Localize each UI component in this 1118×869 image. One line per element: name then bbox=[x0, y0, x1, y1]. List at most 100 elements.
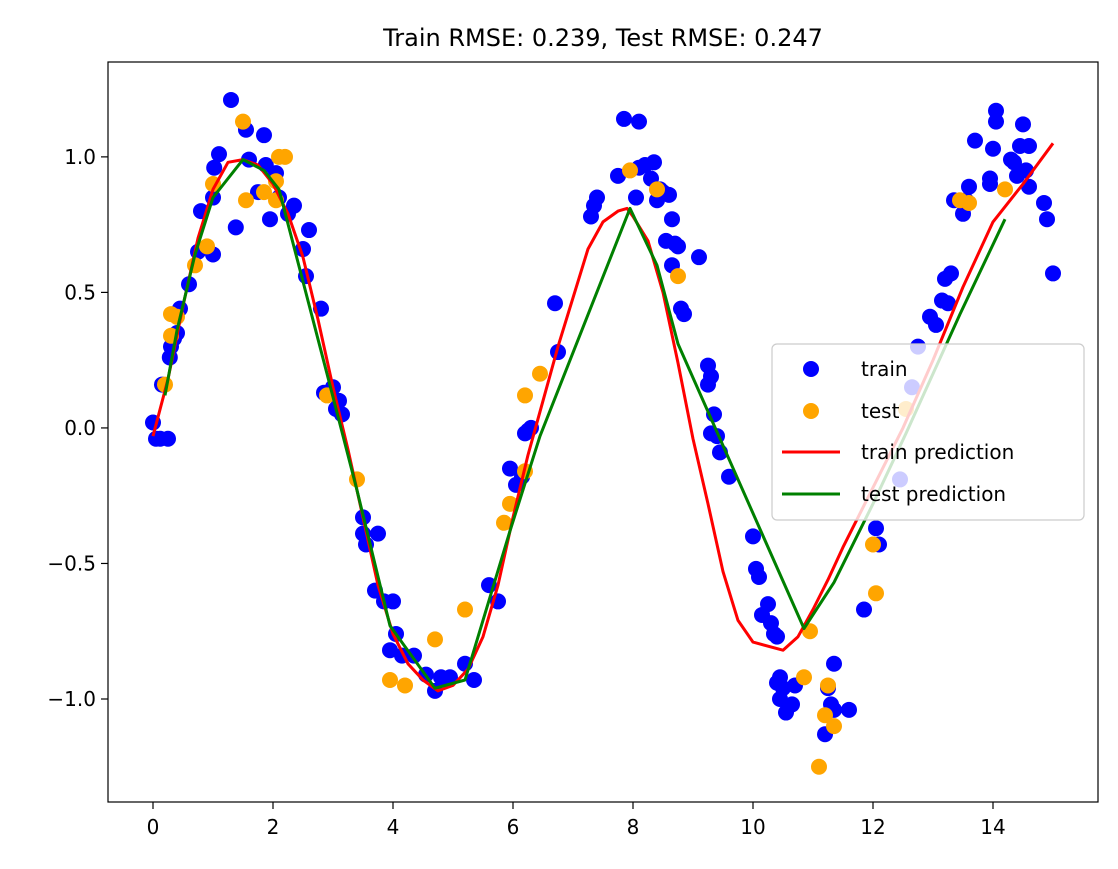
test-point bbox=[649, 181, 665, 198]
train-point bbox=[262, 211, 278, 228]
x-axis-ticks: 0 2 4 6 8 10 12 14 bbox=[147, 802, 1006, 839]
y-tick-label: −0.5 bbox=[47, 551, 96, 575]
train-point bbox=[256, 127, 272, 144]
test-point bbox=[820, 677, 836, 694]
train-point bbox=[442, 669, 458, 686]
test-point bbox=[868, 585, 884, 602]
legend-label-test: test bbox=[861, 399, 900, 423]
legend-label-train: train bbox=[861, 357, 908, 381]
train-point bbox=[1021, 138, 1037, 155]
train-point bbox=[760, 596, 776, 613]
train-point bbox=[227, 219, 244, 236]
train-point bbox=[967, 132, 983, 149]
test-point bbox=[796, 669, 812, 686]
test-point bbox=[865, 536, 881, 553]
x-tick-label: 10 bbox=[740, 815, 765, 839]
train-point bbox=[982, 170, 998, 187]
test-point bbox=[382, 672, 398, 689]
test-point bbox=[826, 718, 842, 735]
test-point bbox=[811, 758, 827, 775]
test-point bbox=[961, 194, 977, 211]
chart-title: Train RMSE: 0.239, Test RMSE: 0.247 bbox=[382, 24, 823, 52]
train-point bbox=[160, 430, 176, 447]
train-point bbox=[661, 186, 677, 203]
train-point bbox=[928, 316, 944, 333]
legend-marker-train bbox=[803, 361, 819, 377]
train-point bbox=[547, 295, 563, 312]
train-point bbox=[826, 655, 842, 672]
train-point bbox=[223, 91, 239, 108]
test-point bbox=[517, 387, 533, 404]
test-point bbox=[457, 601, 473, 618]
legend-marker-test bbox=[803, 403, 819, 419]
test-point bbox=[997, 181, 1013, 198]
train-point bbox=[961, 178, 977, 195]
train-point bbox=[784, 696, 800, 713]
train-point bbox=[1006, 154, 1022, 171]
test-point bbox=[622, 162, 638, 179]
train-point bbox=[646, 154, 662, 171]
test-point bbox=[199, 238, 215, 255]
y-tick-label: 1.0 bbox=[64, 145, 96, 169]
train-point bbox=[589, 189, 605, 206]
train-point bbox=[1039, 211, 1055, 228]
train-point bbox=[664, 211, 680, 228]
legend: train test train prediction test predict… bbox=[771, 343, 1085, 521]
x-tick-label: 4 bbox=[387, 815, 400, 839]
train-point bbox=[1015, 116, 1031, 133]
train-point bbox=[211, 146, 227, 163]
train-point bbox=[385, 593, 401, 610]
train-point bbox=[943, 265, 959, 282]
test-point bbox=[238, 192, 254, 209]
train-point bbox=[721, 468, 737, 485]
train-point bbox=[676, 306, 692, 323]
train-point bbox=[466, 672, 482, 689]
train-point bbox=[610, 167, 626, 184]
test-point bbox=[235, 113, 251, 130]
train-point bbox=[631, 113, 647, 130]
y-axis-ticks: −1.0 −0.5 0.0 0.5 1.0 bbox=[47, 145, 108, 711]
x-tick-label: 12 bbox=[860, 815, 885, 839]
train-point bbox=[502, 460, 518, 477]
train-point bbox=[985, 140, 1001, 157]
y-tick-label: −1.0 bbox=[47, 687, 96, 711]
y-tick-label: 0.5 bbox=[64, 280, 96, 304]
legend-label-test-prediction: test prediction bbox=[861, 482, 1006, 506]
train-point bbox=[703, 368, 719, 385]
test-point bbox=[277, 148, 293, 165]
train-point bbox=[841, 701, 857, 718]
train-point bbox=[628, 189, 644, 206]
x-tick-label: 2 bbox=[267, 815, 280, 839]
train-point bbox=[370, 525, 386, 542]
train-point bbox=[382, 642, 398, 659]
train-point bbox=[301, 222, 317, 239]
train-point bbox=[1036, 194, 1052, 211]
train-point bbox=[769, 628, 785, 645]
train-point bbox=[691, 249, 707, 266]
test-point bbox=[496, 514, 512, 531]
x-tick-label: 0 bbox=[147, 815, 160, 839]
y-tick-label: 0.0 bbox=[64, 416, 96, 440]
test-point bbox=[256, 184, 272, 201]
legend-box bbox=[771, 343, 1085, 521]
train-point bbox=[1045, 265, 1061, 282]
train-point bbox=[988, 102, 1004, 119]
train-point bbox=[286, 197, 302, 214]
test-point bbox=[427, 631, 443, 648]
train-point bbox=[868, 520, 884, 537]
x-tick-label: 14 bbox=[980, 815, 1005, 839]
train-point bbox=[775, 680, 791, 697]
axes-frame bbox=[107, 61, 1099, 803]
legend-label-train-prediction: train prediction bbox=[861, 440, 1014, 464]
train-point bbox=[856, 601, 872, 618]
test-point bbox=[532, 365, 548, 382]
x-tick-label: 8 bbox=[627, 815, 640, 839]
train-point bbox=[940, 295, 956, 312]
train-point bbox=[751, 569, 767, 586]
train-point bbox=[206, 159, 223, 176]
test-point bbox=[397, 677, 413, 694]
train-point bbox=[745, 528, 761, 545]
train-point bbox=[670, 238, 686, 255]
test-prediction-line bbox=[163, 158, 1007, 690]
